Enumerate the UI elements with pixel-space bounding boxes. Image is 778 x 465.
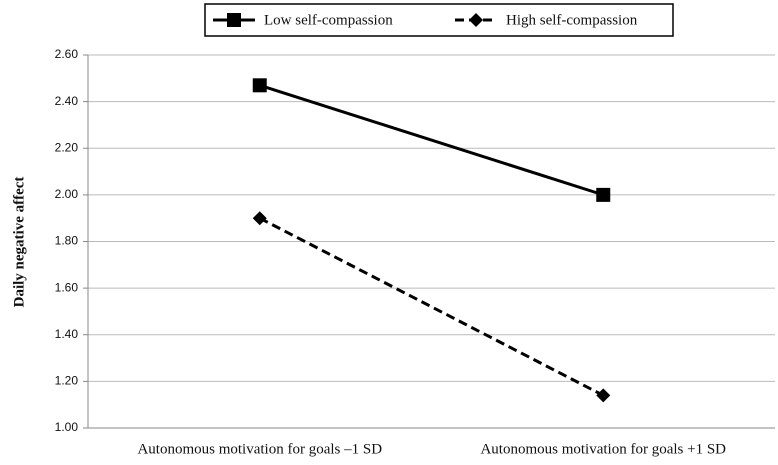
y-tick-label: 1.00 — [55, 420, 79, 434]
legend-label: Low self-compassion — [264, 12, 393, 28]
y-tick-label: 1.60 — [55, 280, 79, 294]
y-tick-label: 1.40 — [55, 327, 79, 341]
y-tick-label: 2.40 — [55, 94, 79, 108]
point-marker — [252, 78, 267, 93]
x-tick-label: Autonomous motivation for goals +1 SD — [480, 441, 726, 457]
point-marker — [596, 187, 611, 202]
legend-marker — [469, 13, 483, 27]
y-tick-label: 1.80 — [55, 234, 79, 248]
series-line — [259, 83, 604, 197]
y-tick-label: 2.60 — [55, 47, 79, 61]
series-line — [259, 216, 604, 397]
legend-box — [204, 3, 674, 37]
point-marker — [596, 388, 611, 403]
y-tick-label: 1.20 — [55, 374, 79, 388]
legend-marker — [227, 13, 241, 27]
legend-label: High self-compassion — [506, 12, 638, 28]
y-axis-label: Daily negative affect — [11, 177, 27, 308]
y-tick-label: 2.20 — [55, 140, 79, 154]
x-tick-label: Autonomous motivation for goals –1 SD — [137, 441, 382, 457]
point-marker — [252, 211, 267, 226]
y-tick-label: 2.00 — [55, 187, 79, 201]
